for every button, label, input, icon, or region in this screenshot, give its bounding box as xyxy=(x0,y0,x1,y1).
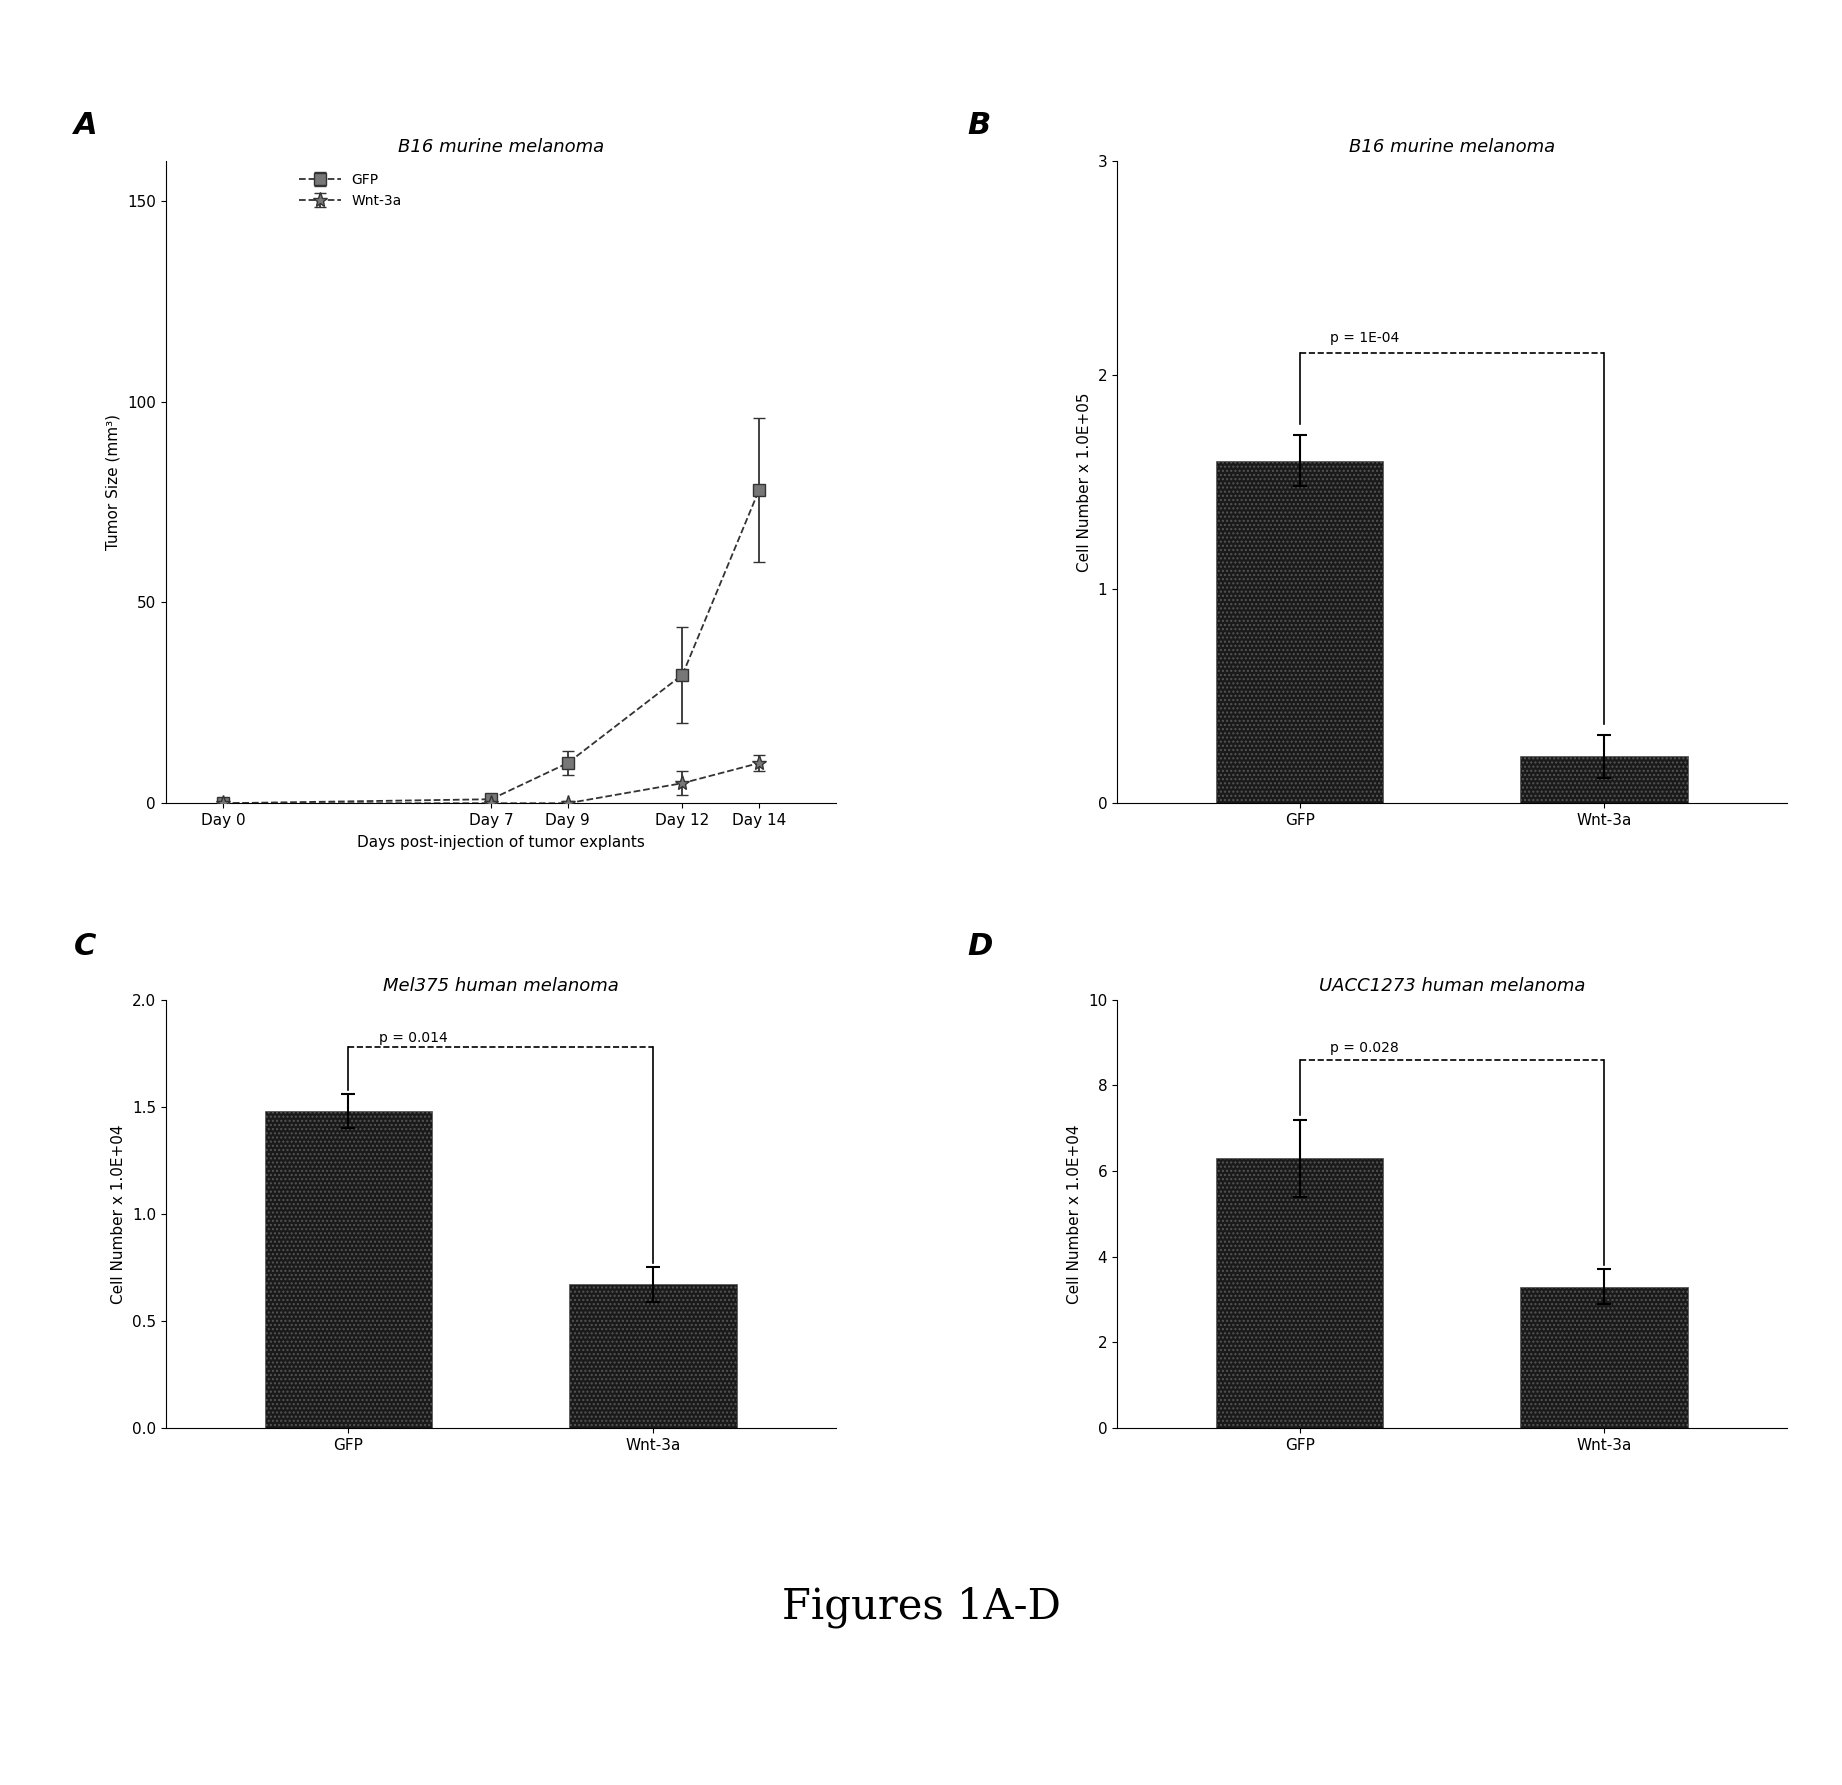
Legend: GFP, Wnt-3a: GFP, Wnt-3a xyxy=(293,168,407,214)
Text: p = 0.014: p = 0.014 xyxy=(379,1030,448,1044)
Title: B16 murine melanoma: B16 murine melanoma xyxy=(398,137,604,157)
Text: Figures 1A-D: Figures 1A-D xyxy=(781,1585,1061,1628)
Text: B: B xyxy=(967,111,991,139)
Text: p = 1E-04: p = 1E-04 xyxy=(1330,330,1400,345)
Y-axis label: Cell Number x 1.0E+05: Cell Number x 1.0E+05 xyxy=(1078,393,1092,571)
Text: C: C xyxy=(74,932,96,960)
Text: D: D xyxy=(967,932,993,960)
Bar xyxy=(265,1110,433,1428)
Title: B16 murine melanoma: B16 murine melanoma xyxy=(1348,137,1555,157)
Y-axis label: Cell Number x 1.0E+04: Cell Number x 1.0E+04 xyxy=(1067,1125,1083,1303)
Title: UACC1273 human melanoma: UACC1273 human melanoma xyxy=(1319,976,1584,996)
Y-axis label: Tumor Size (mm³): Tumor Size (mm³) xyxy=(105,414,120,550)
Bar xyxy=(569,1285,737,1428)
Bar xyxy=(1216,461,1383,803)
Bar xyxy=(1520,1287,1687,1428)
Title: Mel375 human melanoma: Mel375 human melanoma xyxy=(383,976,619,996)
Bar xyxy=(1216,1158,1383,1428)
Text: p = 0.028: p = 0.028 xyxy=(1330,1041,1398,1055)
X-axis label: Days post-injection of tumor explants: Days post-injection of tumor explants xyxy=(357,835,645,850)
Text: A: A xyxy=(74,111,98,139)
Bar xyxy=(1520,757,1687,803)
Y-axis label: Cell Number x 1.0E+04: Cell Number x 1.0E+04 xyxy=(111,1125,127,1303)
